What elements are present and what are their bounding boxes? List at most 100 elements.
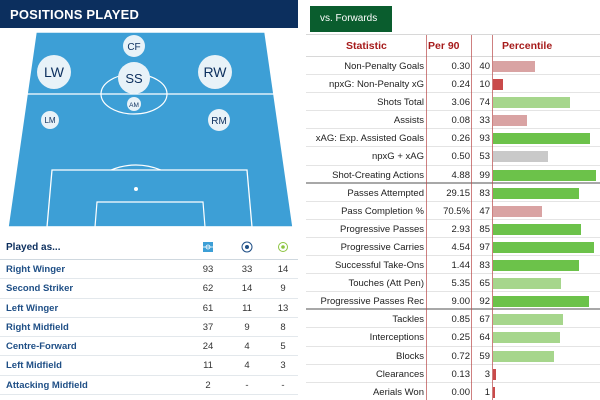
stat-per90: 0.30: [451, 61, 471, 72]
played-as-table: Played as... Right Winger 93 33 14 Second St…: [0, 236, 298, 396]
position-value-3: 13: [277, 302, 289, 314]
stat-row: Tackles 0.85 67: [306, 310, 600, 329]
position-value-3: 3: [280, 360, 286, 372]
position-value-2: 9: [244, 321, 250, 333]
position-name-link[interactable]: Left Midfield: [6, 360, 62, 372]
stat-row: Clearances 0.13 3: [306, 365, 600, 383]
position-value-1: 62: [202, 283, 214, 295]
position-value-2: -: [245, 379, 249, 391]
percentile-bar: [493, 169, 596, 181]
pos-label-rm: RM: [211, 116, 227, 127]
stat-row: xAG: Exp. Assisted Goals 0.26 93: [306, 129, 600, 148]
stat-percentile: 47: [479, 205, 490, 217]
percentile-bar: [493, 115, 527, 127]
stat-percentile: 67: [479, 314, 490, 326]
stat-per90: 9.00: [451, 296, 471, 308]
position-name-link[interactable]: Left Winger: [6, 302, 59, 314]
position-value-1: 2: [205, 379, 211, 391]
column-divider: [426, 35, 427, 400]
stat-label: Shots Total: [377, 97, 424, 109]
played-as-row: Right Winger 93 33 14: [0, 260, 298, 280]
percentile-bar: [493, 296, 589, 308]
stats-table: Statistic Per 90 Percentile Non-Penalty …: [306, 34, 600, 400]
position-value-1: 93: [202, 264, 214, 275]
stat-row: Interceptions 0.25 64: [306, 328, 600, 347]
stat-label: Successful Take-Ons: [334, 260, 424, 272]
pos-bubble-lm: LM: [41, 111, 59, 129]
percentile-bar: [493, 368, 496, 380]
played-as-row: Second Striker 62 14 9: [0, 279, 298, 299]
percentile-bar: [493, 260, 579, 272]
positions-title: POSITIONS PLAYED: [10, 7, 140, 22]
stat-percentile: 3: [484, 368, 490, 380]
stat-percentile: 99: [479, 169, 490, 181]
pos-label-am: AM: [129, 102, 139, 109]
stat-label: Touches (Att Pen): [348, 278, 424, 290]
pos-bubble-rw: RW: [198, 55, 232, 89]
stat-row: Touches (Att Pen) 5.35 65: [306, 274, 600, 293]
position-name-link[interactable]: Centre-Forward: [6, 341, 77, 353]
stat-per90: 0.24: [451, 79, 471, 91]
stat-percentile: 33: [479, 115, 490, 127]
percentile-bar: [493, 79, 503, 91]
stat-percentile: 85: [479, 223, 490, 235]
football-icon: [241, 241, 253, 253]
position-name-link[interactable]: Right Winger: [6, 264, 66, 275]
stat-row: Assists 0.08 33: [306, 111, 600, 130]
stat-per90: 70.5%: [443, 205, 470, 217]
stat-per90: 2.93: [451, 223, 471, 235]
position-value-1: 24: [202, 341, 214, 353]
stat-row: Blocks 0.72 59: [306, 347, 600, 365]
stat-row: Progressive Passes Rec 9.00 92: [306, 292, 600, 311]
stat-label: Assists: [393, 115, 424, 127]
column-divider: [492, 35, 493, 400]
stat-per90: 29.15: [446, 187, 470, 199]
position-name-link[interactable]: Second Striker: [6, 283, 74, 295]
stat-row: Passes Attempted 29.15 83: [306, 184, 600, 202]
stat-per90: 0.50: [451, 151, 471, 163]
stat-per90: 3.06: [451, 97, 471, 109]
stat-row: npxG + xAG 0.50 53: [306, 147, 600, 166]
stat-row: npxG: Non-Penalty xG 0.24 10: [306, 75, 600, 94]
stat-percentile: 64: [479, 332, 490, 344]
pitch-diagram: CF LW SS RW AM LM: [8, 32, 293, 232]
played-as-row: Left Winger 61 11 13: [0, 299, 298, 318]
position-name-link[interactable]: Right Midfield: [6, 321, 69, 333]
pos-bubble-am: AM: [127, 97, 141, 111]
pos-label-rw: RW: [203, 64, 227, 80]
percentile-bar: [493, 151, 548, 163]
header-statistic: Statistic: [346, 40, 387, 52]
positions-panel: POSITIONS PLAYED CF LW SS: [0, 0, 298, 400]
percentile-bar: [493, 61, 535, 72]
position-value-3: 14: [277, 264, 289, 275]
played-as-row: Left Midfield 11 4 3: [0, 356, 298, 376]
played-as-heading: Played as...: [6, 242, 61, 253]
boot-icon: [278, 242, 288, 252]
stat-per90: 1.44: [451, 260, 471, 272]
percentile-bar: [493, 97, 570, 109]
pos-label-cf: CF: [127, 42, 140, 53]
stat-per90: 0.08: [451, 115, 471, 127]
position-value-3: -: [281, 379, 285, 391]
stat-label: Progressive Passes: [340, 223, 424, 235]
stat-label: Shot-Creating Actions: [332, 169, 424, 181]
percentile-bar: [493, 187, 579, 199]
pos-bubble-lw: LW: [37, 55, 71, 89]
stat-row: Shots Total 3.06 74: [306, 93, 600, 112]
position-value-3: 5: [280, 341, 286, 353]
stat-row: Successful Take-Ons 1.44 83: [306, 256, 600, 275]
stat-label: xAG: Exp. Assisted Goals: [315, 133, 424, 145]
position-name-link[interactable]: Attacking Midfield: [6, 379, 88, 391]
stat-percentile: 93: [479, 133, 490, 145]
vs-forwards-tab[interactable]: vs. Forwards: [310, 6, 392, 32]
stat-percentile: 92: [479, 296, 490, 308]
stat-per90: 0.72: [451, 350, 471, 362]
stat-label: Tackles: [392, 314, 424, 326]
header-per90: Per 90: [428, 40, 460, 52]
stat-label: Aerials Won: [372, 386, 424, 398]
position-value-2: 33: [241, 264, 253, 275]
percentile-bar: [493, 314, 563, 326]
position-value-1: 11: [203, 360, 213, 372]
percentile-bar: [493, 205, 542, 217]
position-value-3: 9: [280, 283, 286, 295]
